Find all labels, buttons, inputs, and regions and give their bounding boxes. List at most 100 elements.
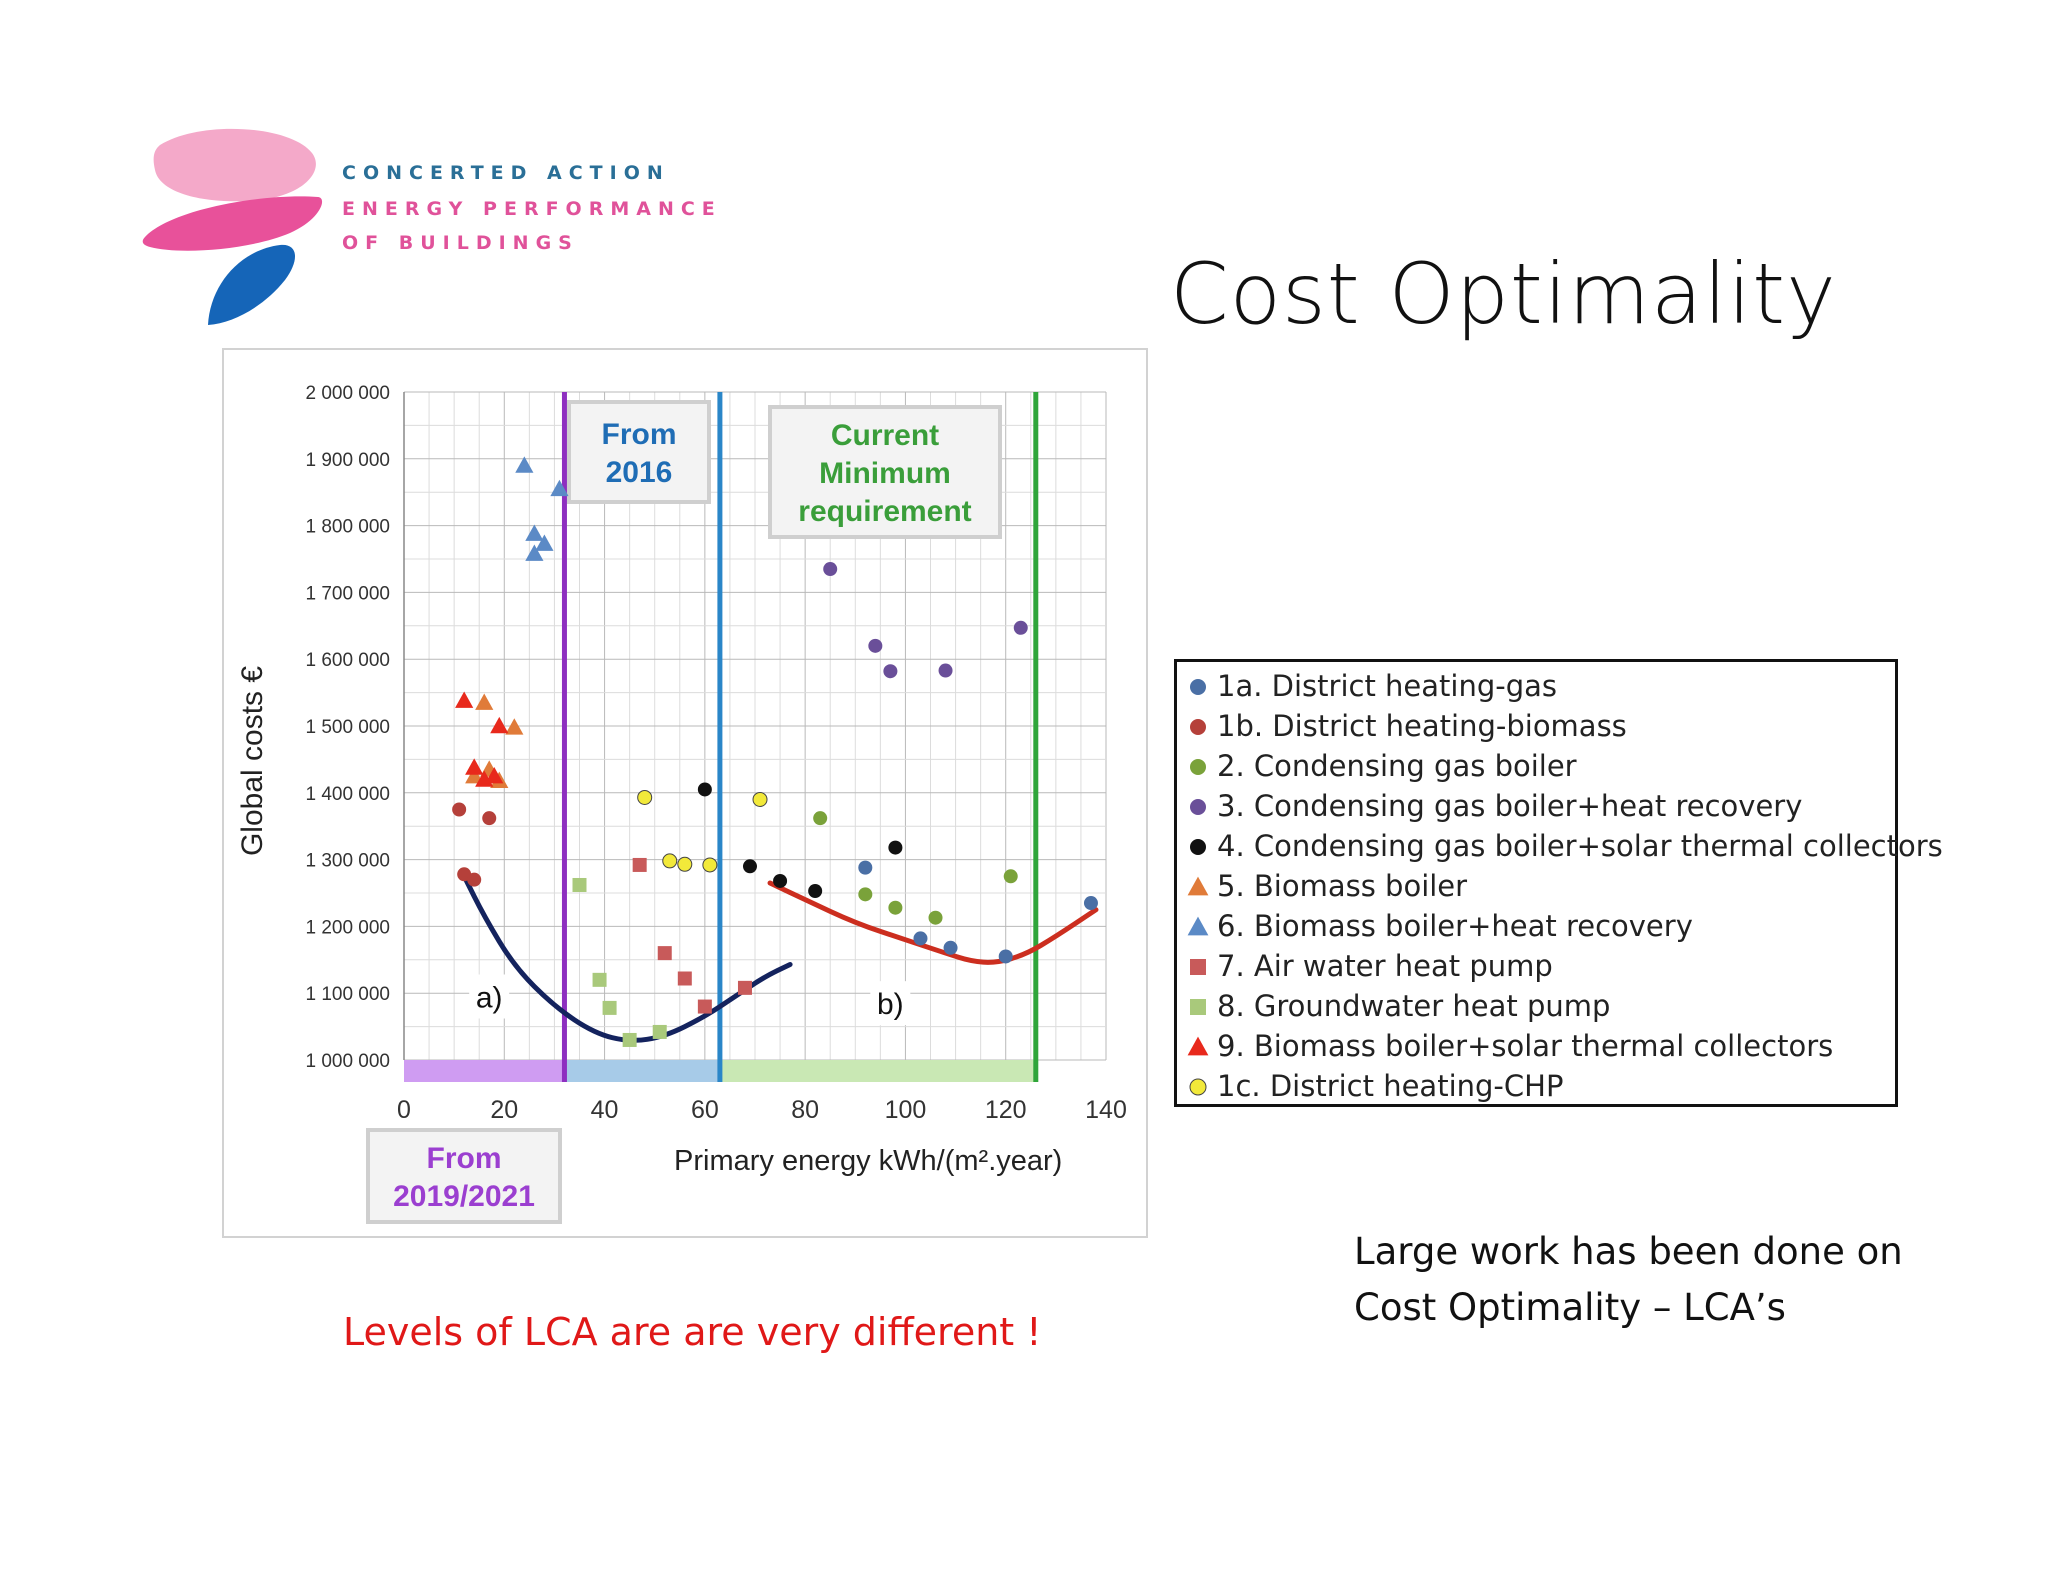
slide-title: Cost Optimality	[1170, 245, 1837, 343]
data-point	[490, 716, 509, 734]
y-tick-label: 1 500 000	[305, 717, 390, 738]
data-point	[752, 791, 768, 807]
data-point	[943, 940, 958, 955]
data-point	[475, 693, 494, 710]
legend-item: 5. Biomass boiler	[1187, 866, 1895, 906]
series-3	[823, 562, 1028, 679]
legend-label: 1c. District heating-CHP	[1217, 1069, 1564, 1103]
series-6	[515, 456, 569, 561]
data-point	[515, 456, 534, 473]
legend-marker-shape	[1189, 1078, 1207, 1096]
legend-item: 6. Biomass boiler+heat recovery	[1187, 906, 1895, 946]
region-label-from-2016-text: 2016	[606, 456, 673, 489]
legend-label: 5. Biomass boiler	[1217, 869, 1468, 903]
legend-item: 1c. District heating-CHP	[1187, 1066, 1895, 1106]
data-point	[525, 544, 544, 561]
legend-marker-shape	[1190, 759, 1206, 775]
region-label-from-2019-2021: From 2019/2021	[366, 1128, 562, 1224]
data-point	[697, 999, 712, 1014]
y-tick-label: 1 800 000	[305, 517, 390, 538]
series-9	[455, 691, 509, 787]
legend-label: 2. Condensing gas boiler	[1217, 749, 1577, 783]
region-bar-2	[719, 1060, 1036, 1082]
data-point	[742, 859, 757, 874]
data-point	[883, 664, 898, 679]
x-tick-label: 80	[791, 1096, 819, 1124]
legend-label: 7. Air water heat pump	[1217, 949, 1553, 983]
data-point	[737, 980, 752, 995]
legend-item: 1b. District heating-biomass	[1187, 706, 1895, 746]
data-point	[913, 931, 928, 946]
region-label-from-2016-box	[567, 400, 711, 504]
data-point	[535, 534, 554, 551]
y-tick-label: 1 900 000	[305, 450, 390, 471]
legend-marker-shape	[1187, 876, 1209, 896]
data-point	[702, 857, 718, 873]
logo-text-line2: ENERGY PERFORMANCE	[342, 198, 722, 220]
region-label-current-minimum-text: Current	[831, 419, 939, 452]
region-bar-1	[564, 1060, 720, 1082]
data-point	[465, 767, 484, 784]
series-0	[858, 860, 1098, 964]
y-tick-label: 1 700 000	[305, 583, 390, 604]
legend-label: 1a. District heating-gas	[1217, 669, 1557, 703]
data-point	[677, 856, 693, 872]
data-point	[808, 883, 823, 898]
region-label-from-2019-2021-text: 2019/2021	[393, 1180, 535, 1213]
logo-shape	[142, 128, 323, 325]
chart-legend: 1a. District heating-gas 1b. District hea…	[1174, 659, 1943, 1107]
series-10	[637, 789, 768, 873]
data-point	[622, 1032, 637, 1047]
x-tick-label: 40	[591, 1096, 619, 1124]
region-label-from-2016-text: From	[602, 418, 677, 451]
data-point	[637, 789, 653, 805]
x-tick-label: 100	[885, 1096, 927, 1124]
curve-label-b: b)	[870, 981, 911, 1026]
x-tick-label: 120	[985, 1096, 1027, 1124]
legend-marker	[1187, 876, 1209, 896]
legend-item: 9. Biomass boiler+solar thermal collecto…	[1187, 1026, 1895, 1066]
data-point	[888, 840, 903, 855]
curve-b	[767, 880, 1099, 965]
data-point	[888, 900, 903, 915]
data-point	[928, 910, 943, 925]
data-point	[1003, 869, 1018, 884]
data-point	[1013, 620, 1028, 635]
region-label-from-2019-2021-text: From	[427, 1142, 502, 1175]
series-7	[632, 857, 752, 1014]
legend-label: 6. Biomass boiler+heat recovery	[1217, 909, 1693, 943]
data-point	[632, 857, 647, 872]
data-point	[455, 691, 474, 708]
data-point	[657, 946, 672, 961]
legend-marker	[1190, 719, 1206, 735]
legend-marker	[1187, 916, 1209, 936]
region-label-from-2016: From 2016	[567, 400, 711, 504]
data-point	[773, 873, 788, 888]
curve-label-b-text: b)	[877, 988, 904, 1021]
legend-label: 4. Condensing gas boiler+solar thermal c…	[1217, 829, 1943, 863]
legend-label: 3. Condensing gas boiler+heat recovery	[1217, 789, 1803, 823]
data-point	[823, 562, 838, 577]
legend-marker	[1190, 679, 1206, 695]
curve-label-a-text: a)	[476, 981, 503, 1014]
chart-frame: 1 000 000 1 100 000 1 200 000 1 300 000 1 40…	[222, 348, 1148, 1238]
legend-marker-shape	[1190, 999, 1206, 1015]
curve-label-a: a)	[469, 974, 510, 1019]
y-tick-label: 1 300 000	[305, 851, 390, 872]
y-tick-label: 1 600 000	[305, 650, 390, 671]
legend-marker	[1190, 799, 1206, 815]
x-tick-label: 60	[691, 1096, 719, 1124]
legend-label: 8. Groundwater heat pump	[1217, 989, 1611, 1023]
data-point	[482, 811, 497, 826]
series-8	[572, 877, 667, 1047]
note-lca-levels: Levels of LCA are are very different !	[343, 1310, 1042, 1354]
data-point	[550, 479, 569, 497]
legend-item: 2. Condensing gas boiler	[1187, 746, 1895, 786]
logo-text-line1: CONCERTED ACTION	[342, 162, 670, 184]
data-point	[572, 877, 587, 892]
legend-marker-shape	[1190, 799, 1206, 815]
data-point	[858, 860, 873, 875]
legend-item: 1a. District heating-gas	[1187, 666, 1895, 706]
legend-marker	[1190, 959, 1206, 975]
legend-marker	[1187, 1036, 1209, 1056]
